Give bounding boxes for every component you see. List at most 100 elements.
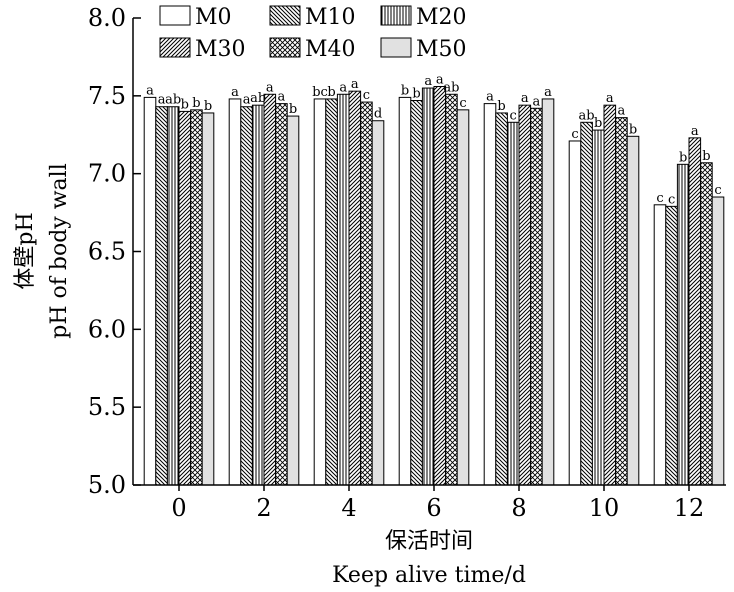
significance-label: b: [181, 97, 189, 112]
x-tick-label: 8: [511, 494, 526, 522]
significance-label: a: [266, 80, 274, 95]
bar-m50-day-4: [371, 120, 385, 486]
significance-label: c: [571, 127, 578, 142]
bar-m50-day-0: [201, 112, 215, 486]
bar-m0-day-10: [568, 140, 582, 486]
x-tick-label: 6: [426, 494, 441, 522]
bar-m30-day-4: [348, 90, 362, 486]
bar-m40-day-0: [190, 109, 203, 486]
significance-label: c: [363, 88, 370, 103]
significance-label: ab: [250, 91, 266, 106]
legend-swatch-m20: [380, 5, 412, 26]
legend-label-m30: M30: [195, 37, 246, 62]
bar-m10-day-12: [665, 205, 678, 486]
bar-m20-day-12: [676, 163, 690, 486]
significance-label: b: [594, 116, 602, 131]
legend-label-m0: M0: [195, 5, 232, 30]
significance-label: a: [533, 94, 541, 109]
x-axis: 0 2 4 6 8 10 12: [133, 484, 726, 522]
legend-swatch-m30: [159, 37, 191, 58]
significance-label: b: [629, 122, 637, 137]
legend-label-m50: M50: [416, 37, 467, 62]
bar-m40-day-10: [615, 117, 628, 486]
significance-label: b: [327, 85, 335, 100]
bar-m30-day-2: [263, 93, 277, 486]
y-tick-label: 5.0: [88, 471, 126, 499]
bar-m20-day-0: [166, 106, 180, 486]
significance-label: b: [401, 83, 409, 98]
legend-swatch-m40: [269, 37, 301, 58]
bar-m50-day-12: [711, 196, 725, 486]
y-tick-label: 7.0: [88, 160, 126, 188]
significance-label: b: [679, 150, 687, 165]
y-axis-title-cn: 体壁pH: [13, 212, 38, 289]
x-tick-label: 2: [256, 494, 271, 522]
significance-label: bc: [312, 85, 328, 100]
bar-m30-day-0: [178, 110, 192, 486]
bar-m0-day-8: [483, 103, 497, 486]
bar-m30-day-10: [603, 104, 617, 486]
x-tick-label: 0: [171, 494, 186, 522]
bar-m30-day-6: [433, 85, 447, 486]
significance-label: c: [459, 96, 466, 111]
y-tick-label: 8.0: [88, 4, 126, 32]
bar-m40-day-6: [445, 93, 458, 486]
legend: M0 M10 M20 M30 M40 M50: [159, 5, 467, 62]
significance-label: c: [656, 191, 663, 206]
bar-m40-day-2: [275, 103, 288, 486]
bar-m0-day-2: [228, 98, 242, 486]
y-tick-label: 6.5: [88, 238, 126, 266]
y-tick-label: 7.5: [88, 82, 126, 110]
bar-m20-day-10: [591, 129, 605, 486]
significance-label: a: [339, 80, 347, 95]
significance-label: a: [521, 91, 529, 106]
bar-m50-day-10: [626, 135, 640, 486]
significance-label: a: [544, 85, 552, 100]
legend-swatch-m10: [269, 5, 301, 26]
bar-m30-day-12: [688, 137, 702, 486]
bar-m30-day-8: [518, 104, 532, 486]
significance-label: b: [289, 102, 297, 117]
bar-m0-day-4: [313, 98, 327, 486]
bar-m20-day-4: [336, 93, 350, 486]
significance-label: ab: [165, 93, 181, 108]
significance-label: a: [146, 83, 154, 98]
bars-layer: [143, 85, 725, 486]
bar-m0-day-12: [653, 204, 667, 486]
bar-m20-day-6: [421, 87, 435, 486]
x-tick-label: 10: [589, 494, 620, 522]
significance-label: a: [231, 85, 239, 100]
significance-label: a: [618, 104, 626, 119]
x-tick-label: 4: [341, 494, 356, 522]
legend-label-m10: M10: [305, 5, 356, 30]
bar-m20-day-2: [251, 104, 265, 486]
significance-label: ab: [443, 80, 459, 95]
significance-label: a: [278, 90, 286, 105]
bar-m10-day-6: [410, 100, 423, 486]
bar-m50-day-8: [541, 98, 555, 486]
x-axis-title: Keep alive time/d: [332, 563, 526, 588]
bar-m20-day-8: [506, 121, 520, 486]
bar-m10-day-4: [325, 98, 338, 486]
legend-swatch-m50: [380, 37, 412, 58]
bar-m50-day-2: [286, 115, 300, 486]
significance-label: c: [714, 183, 721, 198]
significance-label: a: [424, 74, 432, 89]
bar-m10-day-10: [580, 121, 593, 486]
significance-label: a: [436, 72, 444, 87]
bar-m10-day-0: [155, 106, 168, 486]
legend-label-m20: M20: [416, 5, 467, 30]
bar-m40-day-8: [530, 107, 543, 486]
significance-label: c: [510, 108, 517, 123]
significance-label: b: [497, 99, 505, 114]
significance-label: b: [702, 149, 710, 164]
significance-label: a: [606, 91, 614, 106]
legend-swatch-m0: [159, 5, 191, 26]
significance-label: a: [486, 90, 494, 105]
bar-m40-day-12: [700, 162, 713, 486]
y-tick-label: 5.5: [88, 393, 126, 421]
y-axis-title: pH of body wall: [47, 163, 72, 339]
bar-m10-day-2: [240, 106, 253, 486]
significance-label: a: [158, 93, 166, 108]
